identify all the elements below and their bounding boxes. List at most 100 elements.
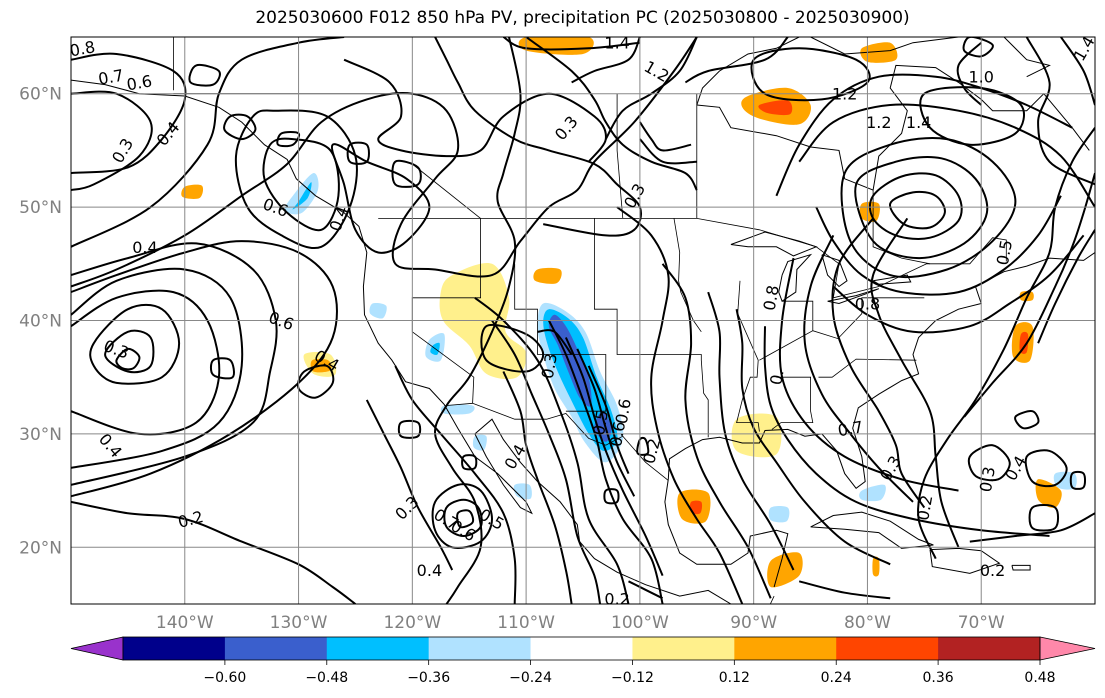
contour-label: 0.2 xyxy=(980,561,1005,580)
precipitation-area xyxy=(860,42,898,63)
contour-label: 0.7 xyxy=(836,417,864,440)
pv-contour-line xyxy=(1028,504,1060,532)
contour-label: 1.0 xyxy=(968,68,993,87)
pv-contours xyxy=(71,37,1095,604)
pv-contour-line xyxy=(775,73,1073,197)
pv-contour-line xyxy=(616,206,744,604)
precipitation-area xyxy=(758,100,793,116)
pv-contour-line xyxy=(735,309,891,566)
pv-contour-line xyxy=(397,419,422,439)
contour-label: 1.4 xyxy=(1069,33,1098,65)
colorbar-segment xyxy=(632,637,735,660)
pv-contour-line xyxy=(443,498,483,538)
colorbar-label: 0.24 xyxy=(821,670,852,686)
coastline xyxy=(1003,37,1051,78)
pv-contour-line xyxy=(1069,470,1087,490)
coastline xyxy=(827,288,879,305)
gridlines xyxy=(71,37,1095,604)
colorbar-segment xyxy=(530,637,633,660)
precipitation-area xyxy=(859,484,886,502)
pv-contour-line xyxy=(840,136,1017,279)
pv-contour-line xyxy=(798,103,1095,208)
colorbar-segment xyxy=(123,637,226,660)
precipitation-area xyxy=(181,184,204,199)
contour-label: 0.2 xyxy=(913,494,936,522)
coastline xyxy=(778,253,813,302)
colorbar-segment xyxy=(224,637,328,660)
contour-label: 0.2 xyxy=(639,436,664,466)
pv-contour-line xyxy=(870,217,960,548)
colorbar-label: −0.36 xyxy=(407,670,450,686)
colorbar-segment xyxy=(734,637,837,660)
pv-contour-line xyxy=(330,143,431,254)
pv-contour-line xyxy=(461,454,478,471)
pv-contour-line xyxy=(365,399,454,571)
contour-label: 0.3 xyxy=(538,352,561,380)
pv-contour-line xyxy=(525,37,698,191)
pv-contour-line xyxy=(480,323,545,373)
pv-contour-line xyxy=(474,297,630,604)
pv-contour-line xyxy=(537,329,573,356)
precipitation-area xyxy=(369,302,387,319)
pv-contour-line xyxy=(223,113,257,141)
pv-contour-line xyxy=(639,121,692,152)
pv-contour-line xyxy=(969,512,1095,543)
pv-contour-line xyxy=(343,58,607,163)
pv-contour-line xyxy=(346,141,370,165)
pv-contour-line xyxy=(854,156,989,260)
lon-tick-label: 90°W xyxy=(730,613,777,633)
contour-label: 1.2 xyxy=(832,85,857,104)
colorbar: −0.60 −0.48 −0.36 −0.24 −0.12 0.12 0.24 0.36 0.4… xyxy=(70,636,1096,686)
pv-contour-line xyxy=(636,436,650,456)
pv-contour-line xyxy=(71,240,338,498)
pv-contour-line xyxy=(763,326,1050,537)
pv-contour-line xyxy=(115,347,141,371)
political-border xyxy=(673,218,702,333)
precipitation-area xyxy=(768,505,790,523)
colorbar-label: 0.12 xyxy=(719,670,750,686)
longitude-labels: 140°W 130°W 120°W 110°W 100°W 90°W 80°W 70°W xyxy=(156,613,1005,633)
precipitation-area xyxy=(518,37,594,55)
lat-tick-label: 50°N xyxy=(19,198,62,218)
precipitation-area xyxy=(513,483,532,500)
precipitation-area xyxy=(292,182,312,210)
precipitation-area xyxy=(533,267,562,284)
contour-label: 0.4 xyxy=(417,561,442,580)
pv-contour-line xyxy=(434,37,642,237)
pv-contour-line xyxy=(831,217,926,509)
coastline xyxy=(664,479,789,588)
lon-tick-label: 140°W xyxy=(156,613,214,633)
coastline xyxy=(71,79,732,604)
contour-label: 0.7 xyxy=(97,66,125,89)
political-border xyxy=(514,263,607,412)
contour-label: 0.4 xyxy=(132,238,157,257)
lon-tick-label: 80°W xyxy=(844,613,891,633)
precipitation-area xyxy=(689,500,703,515)
colorbar-segment xyxy=(836,637,939,660)
pv-contour-line xyxy=(868,172,963,240)
political-border xyxy=(378,218,1007,299)
pv-contour-line xyxy=(1060,37,1095,106)
pv-contour-line xyxy=(967,444,1011,482)
contour-label: 0.8 xyxy=(855,294,880,313)
pv-contour-line xyxy=(71,37,698,288)
lon-tick-label: 70°W xyxy=(958,613,1005,633)
coastline xyxy=(929,547,1001,574)
contour-label: 0.3 xyxy=(391,492,422,523)
contour-label: 0.8 xyxy=(68,37,96,60)
contour-label: 1.4 xyxy=(906,113,931,132)
precipitation-area xyxy=(472,434,487,451)
pv-contour-line xyxy=(548,320,664,604)
pv-contour-line xyxy=(188,63,221,87)
contour-label: 0.8 xyxy=(760,284,783,312)
colorbar-label: −0.12 xyxy=(611,670,654,686)
pv-contour-line xyxy=(684,37,789,84)
political-border xyxy=(445,402,669,481)
political-border xyxy=(782,300,814,331)
contour-label: 0.5 xyxy=(993,238,1016,266)
chart-title: 2025030600 F012 850 hPa PV, precipitatio… xyxy=(255,8,910,28)
pv-contour-line xyxy=(661,263,772,599)
lon-tick-label: 120°W xyxy=(383,613,441,633)
pv-contour-line xyxy=(431,483,494,549)
political-border xyxy=(730,595,775,604)
